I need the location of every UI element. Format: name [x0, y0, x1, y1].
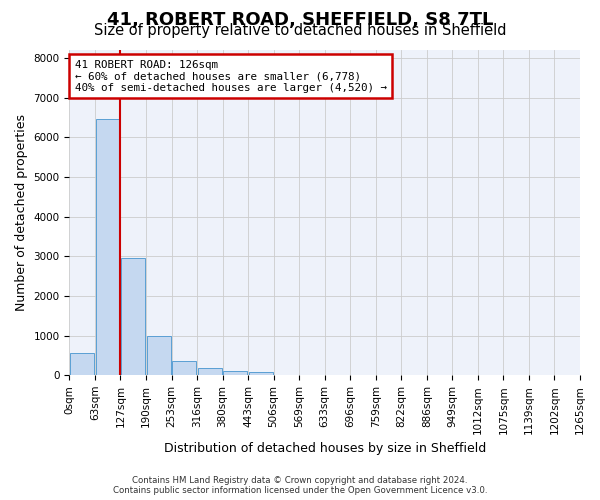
Bar	[121, 258, 145, 375]
Bar	[146, 336, 171, 375]
Text: 41, ROBERT ROAD, SHEFFIELD, S8 7TL: 41, ROBERT ROAD, SHEFFIELD, S8 7TL	[107, 11, 493, 29]
Bar	[95, 120, 120, 375]
Y-axis label: Number of detached properties: Number of detached properties	[15, 114, 28, 311]
Bar	[249, 372, 273, 375]
Text: 41 ROBERT ROAD: 126sqm
← 60% of detached houses are smaller (6,778)
40% of semi-: 41 ROBERT ROAD: 126sqm ← 60% of detached…	[74, 60, 386, 93]
Bar	[172, 360, 196, 375]
X-axis label: Distribution of detached houses by size in Sheffield: Distribution of detached houses by size …	[164, 442, 486, 455]
Text: Size of property relative to detached houses in Sheffield: Size of property relative to detached ho…	[94, 22, 506, 38]
Text: Contains HM Land Registry data © Crown copyright and database right 2024.
Contai: Contains HM Land Registry data © Crown c…	[113, 476, 487, 495]
Bar	[197, 368, 222, 375]
Bar	[70, 354, 94, 375]
Bar	[223, 371, 247, 375]
